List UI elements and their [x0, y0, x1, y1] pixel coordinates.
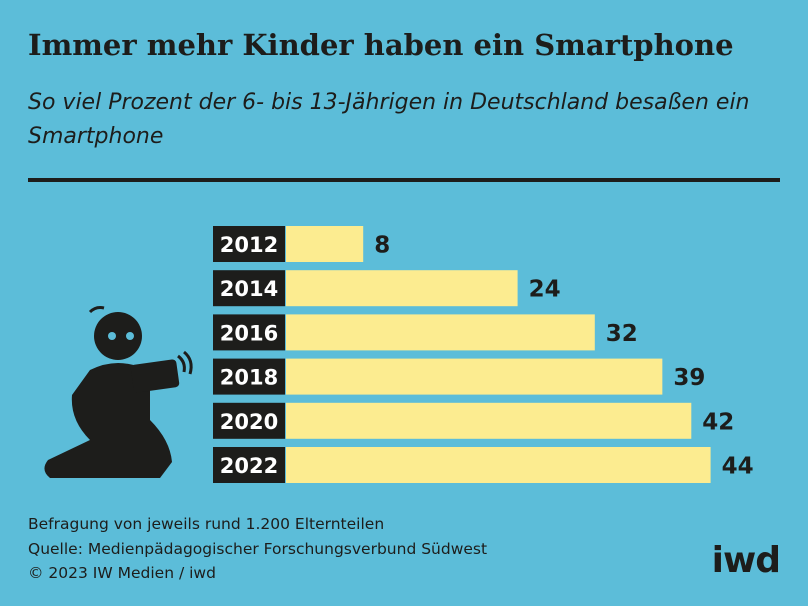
source: Quelle: Medienpädagogischer Forschungsve…: [28, 540, 488, 558]
category-label: 2022: [220, 454, 278, 478]
category-box: [213, 314, 285, 351]
copyright: © 2023 IW Medien / iwd: [28, 564, 216, 582]
category-label: 2012: [220, 233, 278, 257]
category-label: 2014: [220, 277, 278, 301]
note: Befragung von jeweils rund 1.200 Elternt…: [28, 515, 385, 533]
bar: [286, 270, 518, 307]
divider: [28, 178, 780, 182]
value-label: 8: [374, 233, 390, 259]
bar: [286, 402, 692, 439]
category-box: [213, 402, 285, 439]
value-label: 42: [702, 409, 734, 435]
bar: [286, 314, 595, 351]
value-label: 44: [722, 454, 754, 480]
bar: [286, 447, 711, 483]
value-label: 32: [606, 321, 638, 347]
category-box: [213, 226, 285, 262]
category-label: 2018: [220, 366, 278, 390]
chart-subtitle: So viel Prozent der 6- bis 13-Jährigen i…: [28, 90, 750, 149]
bar: [286, 358, 663, 395]
bar: [286, 226, 364, 262]
category-box: [213, 358, 285, 395]
category-box: [213, 270, 285, 307]
value-label: 39: [673, 365, 705, 391]
child-icon: [44, 306, 193, 478]
category-label: 2016: [220, 321, 278, 345]
chart-title: Immer mehr Kinder haben ein Smartphone: [28, 28, 734, 62]
category-label: 2020: [220, 410, 278, 434]
category-box: [213, 447, 285, 483]
logo: iwd: [711, 540, 781, 581]
value-label: 24: [529, 277, 561, 303]
